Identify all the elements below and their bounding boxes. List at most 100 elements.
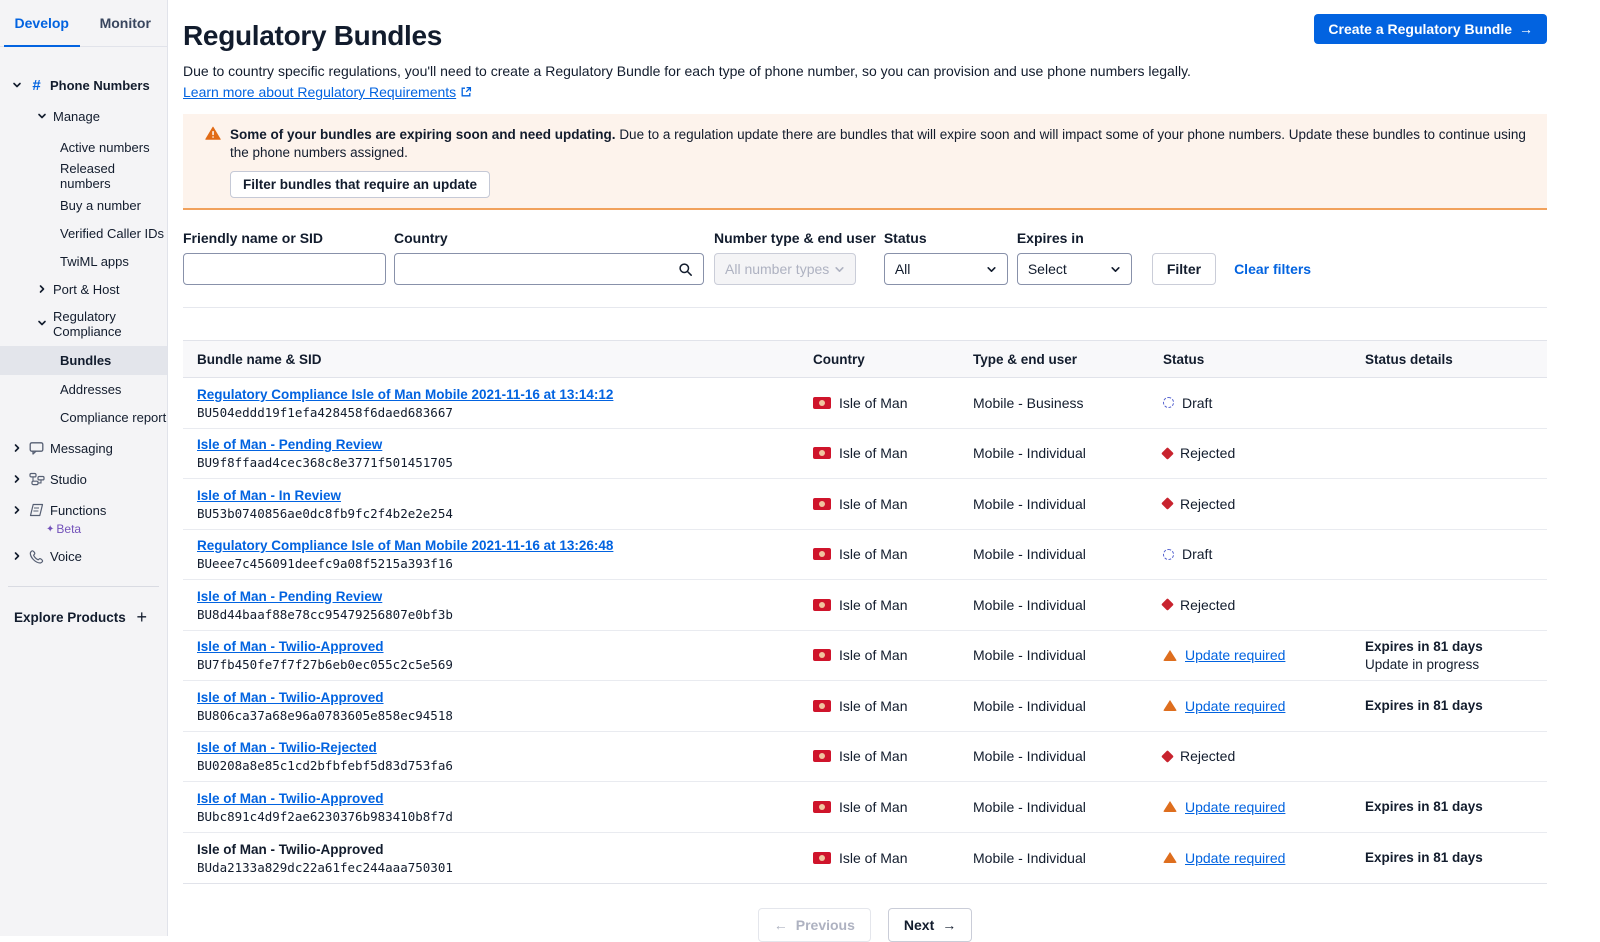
chevron-down-icon [12,80,22,90]
update-required-link[interactable]: Update required [1185,647,1285,663]
number-type-label: Number type & end user [714,230,876,246]
status-label: Rejected [1180,597,1235,613]
isle-of-man-flag-icon [813,447,831,459]
sidebar-item-manage[interactable]: Manage [0,102,167,130]
filters-divider [183,307,1547,308]
banner-text: Some of your bundles are expiring soon a… [230,126,1531,162]
table-row: Isle of Man - In Review BU53b0740856ae0d… [183,479,1547,530]
type-end-user: Mobile - Individual [973,748,1163,764]
previous-label: Previous [796,917,855,933]
sidebar-item-twiml-apps[interactable]: TwiML apps [0,247,167,275]
phone-handset-icon [28,549,45,564]
column-header: Bundle name & SID [183,352,813,367]
country-label: Country [394,230,704,246]
chevron-down-icon [37,111,47,121]
plus-icon[interactable]: + [136,607,147,628]
filter-button[interactable]: Filter [1152,253,1216,285]
bundle-name-link[interactable]: Isle of Man - In Review [197,488,341,503]
filter-bundles-update-button[interactable]: Filter bundles that require an update [230,171,490,198]
sidebar-item-label: Studio [50,472,87,487]
country-name: Isle of Man [839,647,907,663]
sidebar-item-port-host[interactable]: Port & Host [0,275,167,303]
warning-triangle-icon [205,126,221,141]
status-select[interactable]: All [884,253,1008,285]
sidebar-item-functions[interactable]: Functions [0,496,167,524]
status-label: Rejected [1180,445,1235,461]
sidebar-item-verified-caller-ids[interactable]: Verified Caller IDs [0,219,167,247]
clear-filters-link[interactable]: Clear filters [1234,253,1311,285]
rejected-status-icon [1161,750,1174,763]
bundle-name: Isle of Man - Twilio-Approved [197,842,384,857]
country-name: Isle of Man [839,496,907,512]
update-required-link[interactable]: Update required [1185,698,1285,714]
sidebar-item-buy-a-number[interactable]: Buy a number [0,191,167,219]
search-icon[interactable] [678,262,693,277]
status-label: Draft [1182,395,1212,411]
bundles-table: Bundle name & SID Country Type & end use… [183,340,1547,884]
table-header-row: Bundle name & SID Country Type & end use… [183,341,1547,378]
sidebar-item-label: Active numbers [60,140,150,155]
bundle-name-link[interactable]: Isle of Man - Twilio-Approved [197,639,384,654]
bundle-name-link[interactable]: Regulatory Compliance Isle of Man Mobile… [197,538,613,553]
type-end-user: Mobile - Individual [973,799,1163,815]
chevron-right-icon [12,505,22,515]
sidebar-item-label: TwiML apps [60,254,129,269]
status-details-sub: Update in progress [1365,657,1547,672]
table-row: Isle of Man - Twilio-Approved BUda2133a8… [183,833,1547,884]
sidebar-item-bundles[interactable]: Bundles [0,346,167,375]
next-page-button[interactable]: Next → [888,908,972,942]
sidebar-item-phone-numbers[interactable]: # Phone Numbers [0,71,167,99]
isle-of-man-flag-icon [813,599,831,611]
bundle-name-link[interactable]: Isle of Man - Pending Review [197,589,382,604]
sidebar-item-regulatory-compliance[interactable]: Regulatory Compliance [0,306,167,340]
learn-more-link[interactable]: Learn more about Regulatory Requirements [183,84,456,100]
studio-flow-icon [28,472,45,486]
update-required-link[interactable]: Update required [1185,850,1285,866]
bundle-sid: BU9f8ffaad4cec368c8e3771f501451705 [197,455,813,470]
create-regulatory-bundle-button[interactable]: Create a Regulatory Bundle → [1314,14,1547,44]
sidebar-item-released-numbers[interactable]: Released numbers [0,161,167,191]
bundle-sid: BUeee7c456091deefc9a08f5215a393f16 [197,556,813,571]
sidebar-item-active-numbers[interactable]: Active numbers [0,133,167,161]
tab-develop[interactable]: Develop [0,0,84,46]
isle-of-man-flag-icon [813,700,831,712]
friendly-name-input[interactable] [183,253,386,285]
sidebar-item-messaging[interactable]: Messaging [0,434,167,462]
sidebar-item-compliance-report[interactable]: Compliance report [0,403,167,431]
functions-icon [28,503,45,517]
country-name: Isle of Man [839,799,907,815]
type-end-user: Mobile - Individual [973,546,1163,562]
sidebar-item-label: Compliance report [60,410,166,425]
expires-in-select[interactable]: Select [1017,253,1132,285]
sidebar-item-voice[interactable]: Voice [0,542,167,570]
chat-bubble-icon [28,441,45,455]
chevron-down-icon [37,318,47,328]
chevron-right-icon [12,474,22,484]
explore-products[interactable]: Explore Products + [0,601,167,633]
bundle-name-link[interactable]: Regulatory Compliance Isle of Man Mobile… [197,387,613,402]
page-description: Due to country specific regulations, you… [183,63,1547,79]
bundle-sid: BU806ca37a68e96a0783605e858ec94518 [197,708,813,723]
previous-page-button[interactable]: ← Previous [758,908,871,942]
tab-monitor[interactable]: Monitor [84,0,168,46]
type-end-user: Mobile - Individual [973,698,1163,714]
chevron-right-icon [37,284,47,294]
update-required-link[interactable]: Update required [1185,799,1285,815]
country-name: Isle of Man [839,698,907,714]
country-search-input[interactable] [405,254,678,284]
bundle-name-link[interactable]: Isle of Man - Twilio-Rejected [197,740,377,755]
bundle-sid: BU504eddd19f1efa428458f6daed683667 [197,405,813,420]
bundle-sid: BUbc891c4d9f2ae6230376b983410b8f7d [197,809,813,824]
expiring-bundles-banner: Some of your bundles are expiring soon a… [183,114,1547,210]
status-label: Draft [1182,546,1212,562]
banner-title: Some of your bundles are expiring soon a… [230,127,616,142]
sidebar-item-studio[interactable]: Studio [0,465,167,493]
sidebar-item-addresses[interactable]: Addresses [0,375,167,403]
bundle-name-link[interactable]: Isle of Man - Twilio-Approved [197,791,384,806]
arrow-left-icon: ← [774,917,788,933]
status-details: Expires in 81 days [1365,698,1547,713]
status-details: Expires in 81 days [1365,850,1547,865]
bundle-name-link[interactable]: Isle of Man - Twilio-Approved [197,690,384,705]
number-type-select[interactable]: All number types [714,253,856,285]
bundle-name-link[interactable]: Isle of Man - Pending Review [197,437,382,452]
